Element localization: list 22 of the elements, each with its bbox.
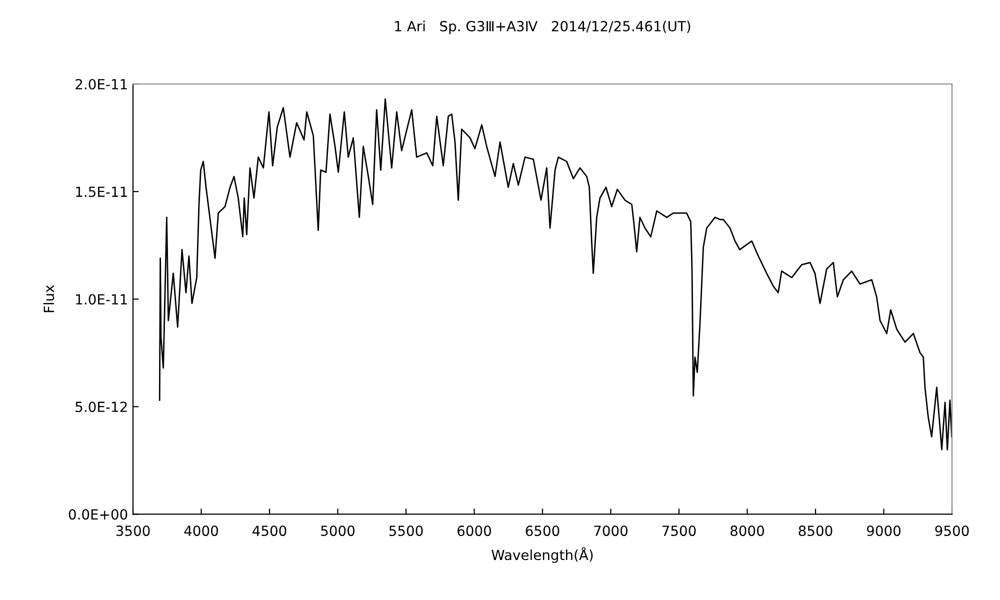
y-tick-label: 0.0E+00: [68, 509, 128, 520]
x-tick-label: 9000: [866, 526, 900, 536]
y-tick-label: 1.0E-11: [76, 294, 127, 305]
x-tick-label: 5500: [389, 526, 423, 536]
x-tick-label: 6000: [458, 526, 491, 536]
y-tick-label: 1.5E-11: [76, 186, 127, 198]
x-tick-label: 8000: [730, 526, 764, 536]
x-tick-label: 5000: [321, 526, 354, 536]
y-tick-label: 2.0E-11: [76, 78, 127, 90]
y-axis-title: Flux: [43, 285, 54, 312]
x-axis-title: Wavelength(Å): [492, 547, 593, 563]
chart-title: 1 Ari Sp. G3Ⅲ+A3Ⅳ 2014/12/25.461(UT): [395, 20, 690, 34]
x-tick-label: 7000: [594, 526, 628, 536]
x-tick-label: 4000: [184, 526, 218, 536]
x-tick-label: 3500: [116, 526, 150, 536]
x-tick-label: 8500: [798, 526, 832, 536]
x-tick-label: 4500: [252, 526, 286, 536]
line-series: [158, 98, 952, 450]
x-tick-label: 9500: [935, 526, 969, 536]
y-tick-label: 5.0E-12: [76, 402, 127, 412]
x-tick-label: 6500: [526, 526, 560, 536]
x-tick-label: 7500: [662, 526, 696, 536]
